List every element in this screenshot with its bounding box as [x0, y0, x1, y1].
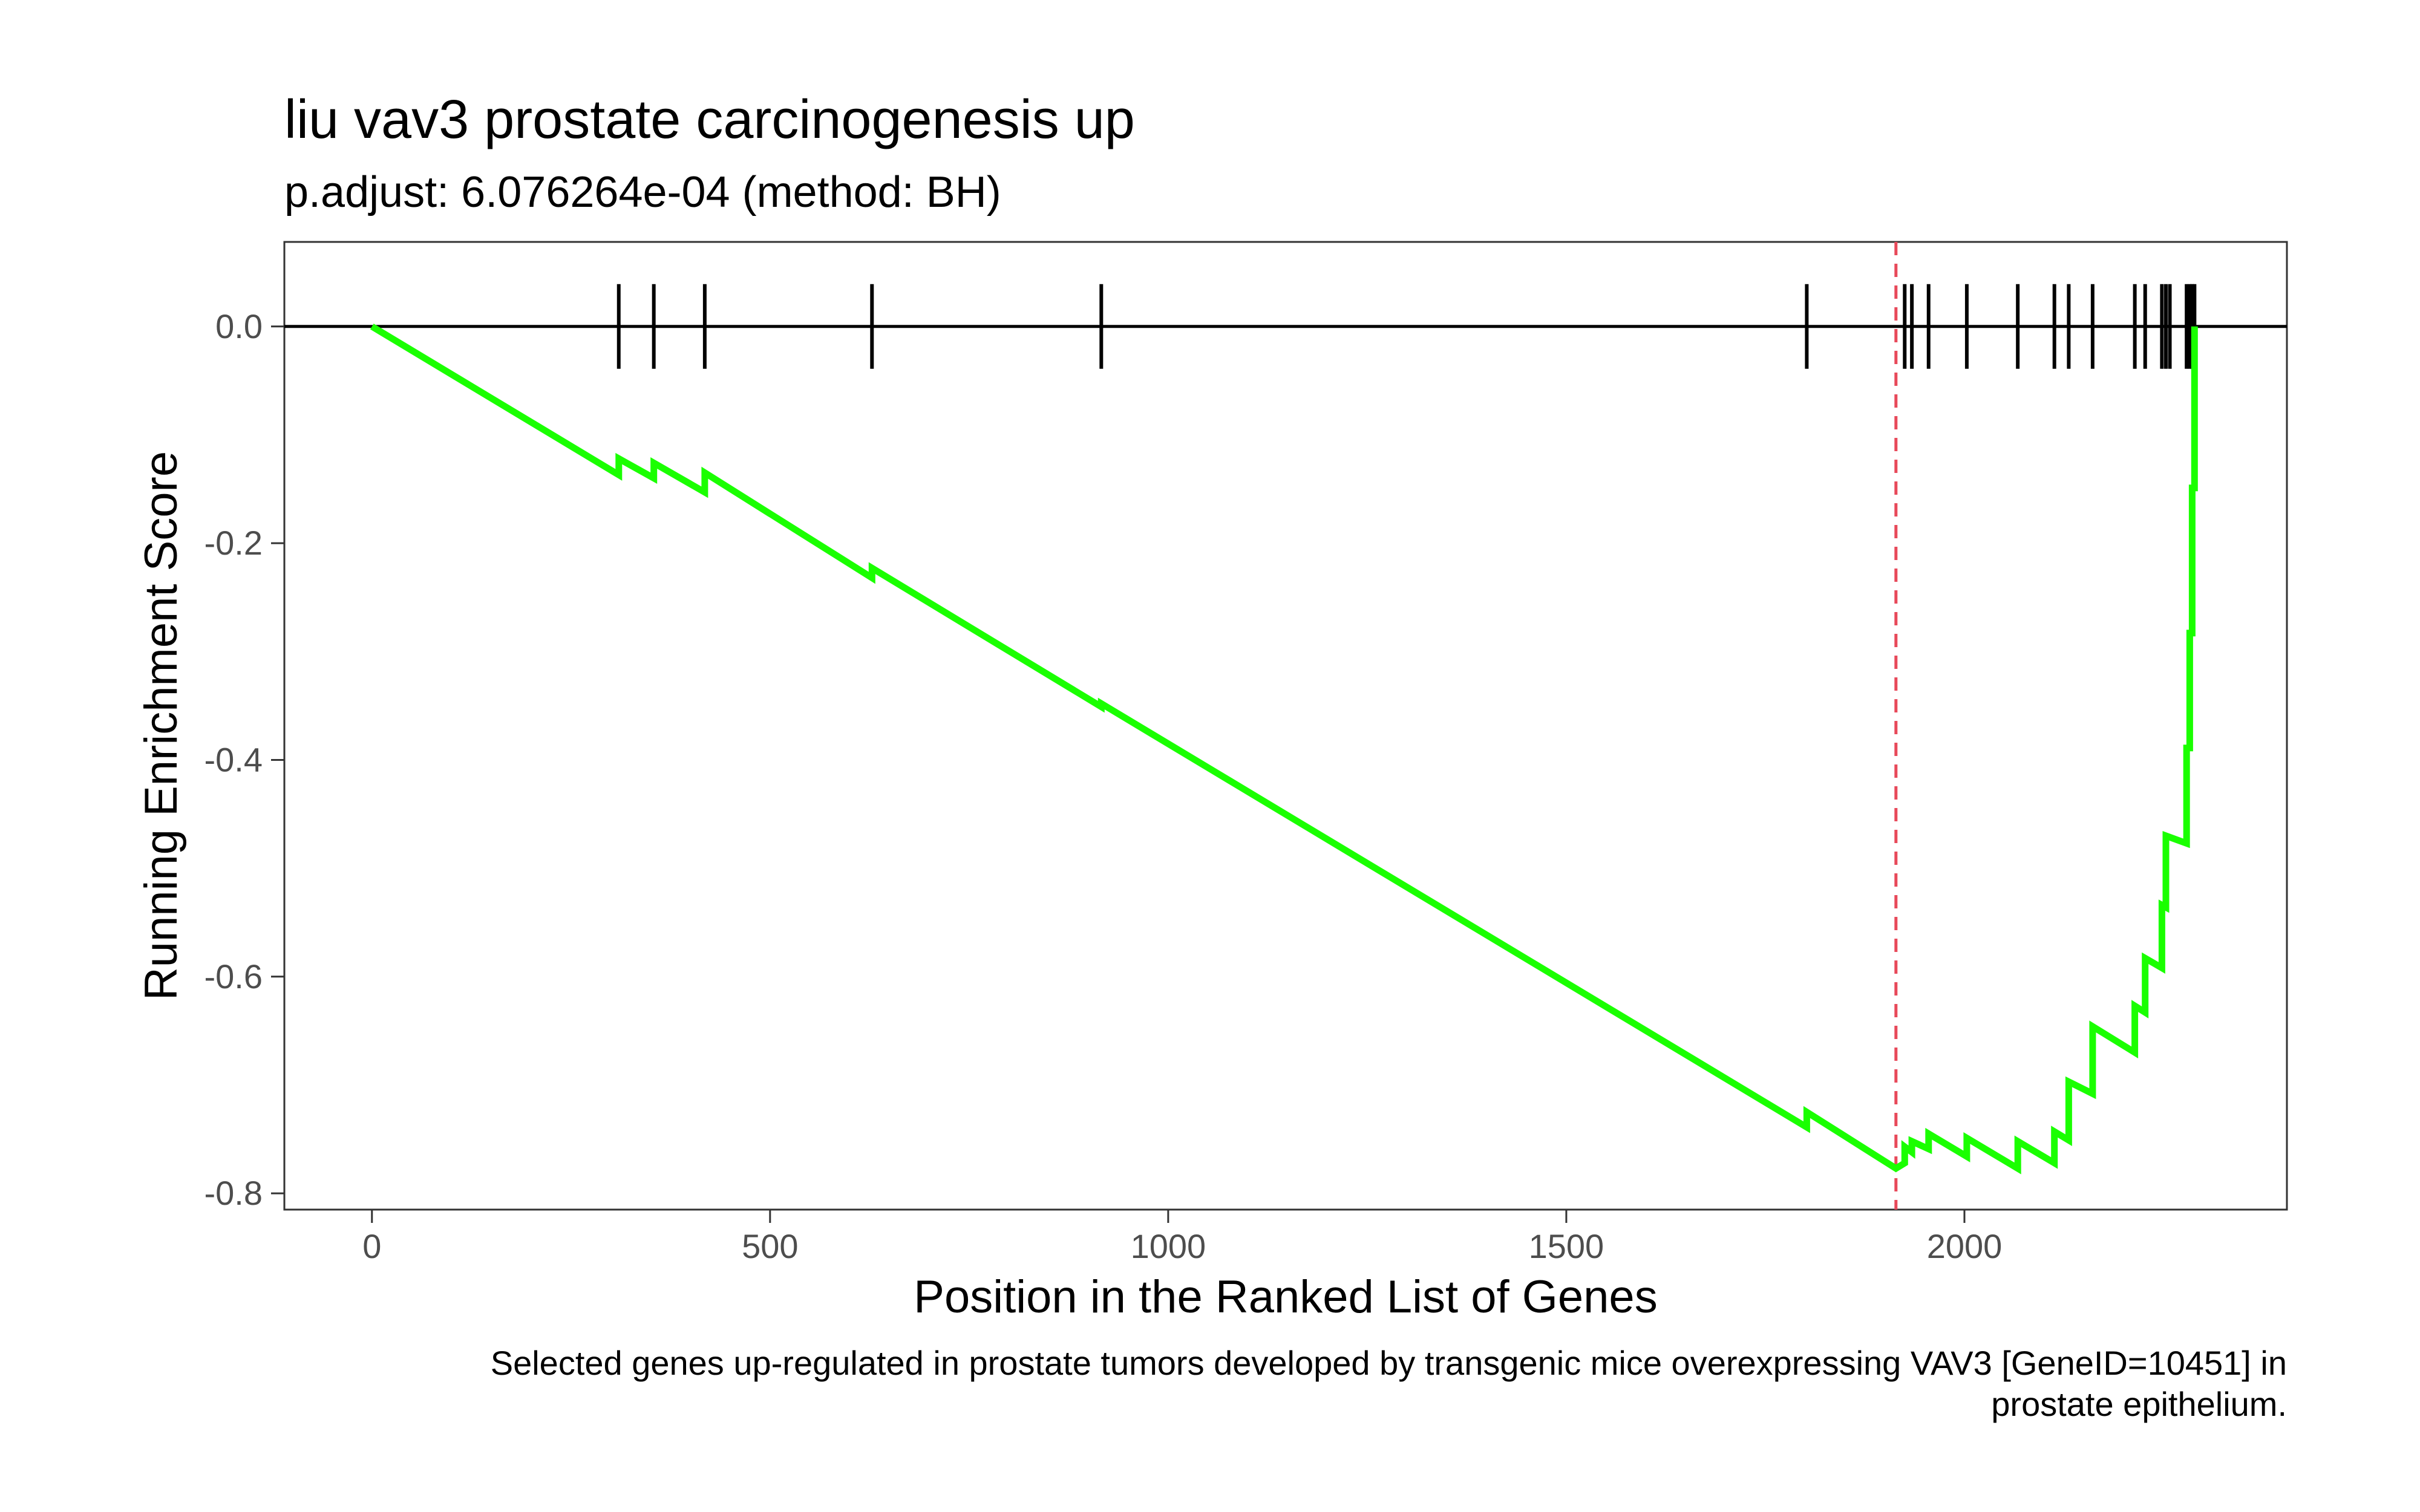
y-tick-label-2: -0.4	[204, 740, 263, 778]
y-tick-label-0: 0.0	[215, 307, 263, 345]
plot-layer	[284, 242, 2287, 1210]
y-tick-label-4: -0.8	[204, 1174, 263, 1212]
y-tick-label-3: -0.6	[204, 957, 263, 996]
x-tick-label-1: 500	[742, 1227, 798, 1265]
caption-line-1: Selected genes up-regulated in prostate …	[491, 1344, 2287, 1382]
y-axis: 0.0 -0.2 -0.4 -0.6 -0.8	[204, 307, 284, 1212]
enrichment-score-line-0	[370, 324, 2198, 1175]
plot-panel	[283, 241, 2288, 1211]
y-axis-title: Running Enrichment Score	[136, 451, 187, 1000]
chart-title: liu vav3 prostate carcinogenesis up	[284, 90, 1135, 150]
chart-subtitle: p.adjust: 6.076264e-04 (method: BH)	[284, 168, 1001, 217]
x-tick-label-2: 1000	[1131, 1227, 1206, 1265]
y-tick-label-1: -0.2	[204, 524, 263, 562]
x-tick-label-0: 0	[362, 1227, 381, 1265]
x-axis: 0 500 1000 1500 2000	[362, 1210, 2002, 1265]
x-axis-title: Position in the Ranked List of Genes	[914, 1271, 1657, 1323]
caption-line-2: prostate epithelium.	[1991, 1385, 2287, 1423]
x-tick-label-3: 1500	[1529, 1227, 1604, 1265]
x-tick-label-4: 2000	[1927, 1227, 2003, 1265]
